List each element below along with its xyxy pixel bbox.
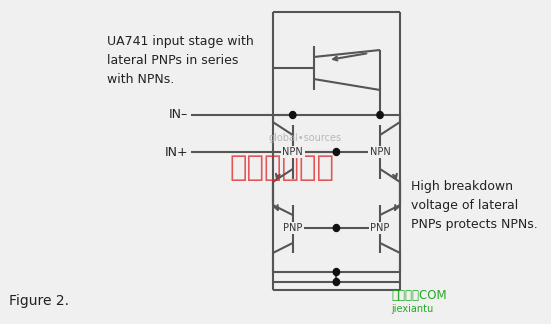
Circle shape xyxy=(333,225,339,232)
Text: NPN: NPN xyxy=(370,147,391,157)
Text: IN+: IN+ xyxy=(165,145,188,158)
Text: PNP: PNP xyxy=(283,223,302,233)
Text: PNP: PNP xyxy=(370,223,390,233)
Text: 接线图．COM: 接线图．COM xyxy=(391,289,447,302)
Text: jiexiantu: jiexiantu xyxy=(391,304,433,314)
Text: global•sources: global•sources xyxy=(268,133,341,143)
Circle shape xyxy=(333,279,339,285)
Text: NPN: NPN xyxy=(283,147,303,157)
Circle shape xyxy=(377,111,383,119)
Circle shape xyxy=(290,111,296,119)
Circle shape xyxy=(333,148,339,156)
Text: 电子工程专辑: 电子工程专辑 xyxy=(229,154,334,182)
Text: High breakdown
voltage of lateral
PNPs protects NPNs.: High breakdown voltage of lateral PNPs p… xyxy=(411,180,538,231)
Text: Figure 2.: Figure 2. xyxy=(9,294,69,308)
Circle shape xyxy=(333,269,339,275)
Text: IN–: IN– xyxy=(169,109,188,122)
Text: UA741 input stage with
lateral PNPs in series
with NPNs.: UA741 input stage with lateral PNPs in s… xyxy=(107,35,254,86)
